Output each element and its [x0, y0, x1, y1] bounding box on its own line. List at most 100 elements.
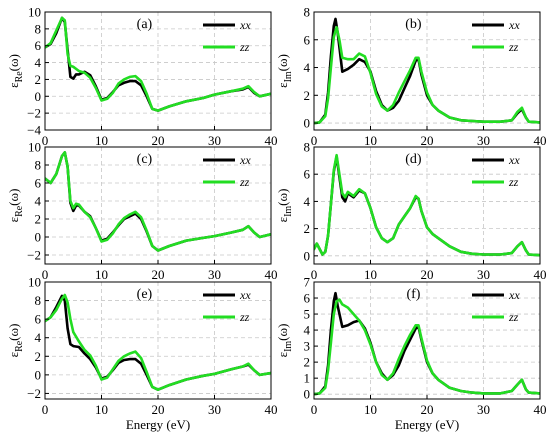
- y-tick-label: 4: [304, 60, 311, 75]
- legend-label-zz: zz: [508, 40, 519, 54]
- y-tick-label: 2: [35, 212, 42, 227]
- x-tick-label: 40: [534, 267, 547, 282]
- panel-d: 0 2 4 6 8 0 10 20 30 40 (d) xx zz εIm(ω): [275, 140, 547, 283]
- y-tick-label: 0: [35, 367, 42, 382]
- y-tick-label: 0: [304, 116, 311, 131]
- legend-label-xx: xx: [239, 18, 251, 32]
- x-tick-label: 30: [208, 133, 221, 148]
- x-tick-label: 0: [311, 402, 318, 417]
- series-line-xx: [45, 151, 271, 252]
- y-tick-label: 6: [35, 312, 42, 327]
- y-axis-title: εRe(ω): [6, 189, 25, 223]
- x-tick-label: 20: [152, 133, 165, 148]
- y-tick-label: 6: [304, 291, 311, 306]
- legend-label-xx: xx: [239, 153, 251, 167]
- x-tick-label: 10: [95, 133, 108, 148]
- y-tick-label: −2: [27, 386, 41, 401]
- x-tick-label: 40: [265, 133, 278, 148]
- x-tick-label: 40: [534, 133, 547, 148]
- x-tick-label: 30: [208, 267, 221, 282]
- panel-label: (c): [137, 152, 153, 167]
- y-tick-label: 2: [35, 349, 42, 364]
- x-tick-label: 40: [265, 267, 278, 282]
- x-tick-label: 10: [95, 402, 108, 417]
- x-tick-label: 10: [364, 402, 377, 417]
- x-tick-label: 20: [421, 267, 434, 282]
- legend-label-zz: zz: [508, 310, 519, 324]
- x-tick-label: 30: [477, 267, 490, 282]
- y-tick-label: 7: [304, 275, 311, 290]
- legend-label-xx: xx: [508, 18, 520, 32]
- y-tick-label: 2: [304, 221, 311, 236]
- series-line-zz: [45, 151, 271, 252]
- y-axis-title: εIm(ω): [275, 54, 294, 88]
- x-tick-label: 30: [477, 133, 490, 148]
- panel-label: (e): [137, 287, 153, 302]
- y-tick-label: 4: [35, 194, 42, 209]
- legend-label-zz: zz: [239, 40, 250, 54]
- y-tick-label: 1: [304, 371, 311, 386]
- panel-b: 0 2 4 6 8 0 10 20 30 40 (b) xx zz εIm(ω): [275, 5, 547, 149]
- legend-label-zz: zz: [239, 175, 250, 189]
- y-tick-label: 0: [304, 248, 311, 263]
- y-tick-label: 6: [304, 32, 311, 47]
- x-tick-label: 10: [364, 133, 377, 148]
- y-tick-label: 0: [304, 387, 311, 402]
- x-tick-label: 20: [152, 402, 165, 417]
- y-axis-title: εIm(ω): [275, 189, 294, 223]
- y-tick-label: 6: [35, 176, 42, 191]
- series-line-zz: [314, 153, 540, 257]
- legend-label-xx: xx: [508, 153, 520, 167]
- x-tick-label: 0: [311, 267, 318, 282]
- x-tick-label: 20: [152, 267, 165, 282]
- x-axis-title: Energy (eV): [126, 417, 190, 432]
- x-tick-label: 0: [311, 133, 318, 148]
- y-tick-label: 10: [28, 5, 41, 20]
- y-tick-label: 2: [35, 72, 42, 87]
- y-tick-label: 8: [35, 21, 42, 36]
- legend-label-xx: xx: [508, 288, 520, 302]
- x-tick-label: 0: [42, 133, 49, 148]
- legend-label-zz: zz: [508, 175, 519, 189]
- x-tick-label: 0: [42, 267, 49, 282]
- y-tick-label: 3: [304, 339, 311, 354]
- y-tick-label: −4: [27, 123, 41, 138]
- y-tick-label: 4: [304, 323, 311, 338]
- panel-label: (a): [137, 17, 153, 32]
- y-tick-label: 8: [304, 140, 311, 155]
- y-tick-label: 6: [35, 38, 42, 53]
- panel-label: (f): [406, 287, 420, 302]
- y-tick-label: 0: [35, 89, 42, 104]
- series-line-zz: [45, 293, 271, 391]
- series-line-zz: [45, 16, 271, 112]
- series-line-zz: [314, 26, 540, 125]
- y-tick-label: 5: [304, 307, 311, 322]
- x-tick-label: 10: [95, 267, 108, 282]
- y-tick-label: 4: [304, 194, 311, 209]
- y-axis-title: εIm(ω): [275, 324, 294, 358]
- y-tick-label: 8: [304, 5, 311, 20]
- series-line-zz: [314, 298, 540, 396]
- x-tick-label: 10: [364, 267, 377, 282]
- y-axis-title: εRe(ω): [6, 54, 25, 88]
- x-axis-title: Energy (eV): [395, 417, 459, 432]
- y-tick-label: 4: [35, 55, 42, 70]
- legend-label-xx: xx: [239, 288, 251, 302]
- legend-label-zz: zz: [239, 310, 250, 324]
- y-tick-label: 2: [304, 355, 311, 370]
- x-tick-label: 30: [208, 402, 221, 417]
- y-tick-label: 8: [35, 293, 42, 308]
- y-tick-label: 0: [35, 230, 42, 245]
- panel-label: (d): [405, 152, 422, 167]
- y-tick-label: 4: [35, 330, 42, 345]
- y-tick-label: 2: [304, 88, 311, 103]
- y-tick-label: −2: [27, 248, 41, 263]
- x-tick-label: 0: [42, 402, 49, 417]
- x-tick-label: 30: [477, 402, 490, 417]
- x-tick-label: 40: [265, 402, 278, 417]
- y-tick-label: 6: [304, 167, 311, 182]
